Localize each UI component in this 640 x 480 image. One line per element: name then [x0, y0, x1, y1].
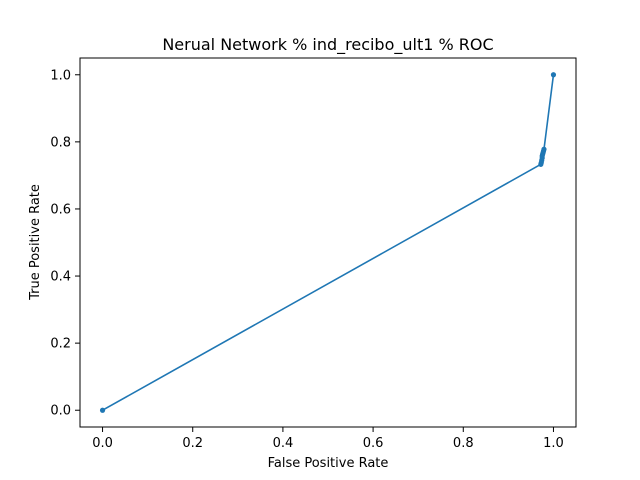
roc-point — [541, 146, 547, 152]
y-tick-label: 0.2 — [50, 337, 71, 352]
x-axis-label: False Positive Rate — [268, 456, 389, 471]
roc-point — [550, 72, 557, 78]
roc-curve-line — [102, 74, 555, 411]
y-tick-label: 0.8 — [50, 135, 71, 150]
x-tick-label: 1.0 — [543, 436, 564, 451]
x-tick-label: 0.0 — [92, 436, 113, 451]
y-tick-label: 0.6 — [50, 202, 71, 217]
y-tick-label: 1.0 — [50, 68, 71, 83]
y-axis-ticks: 0.0 0.2 0.4 0.6 0.8 1.0 — [50, 68, 80, 419]
x-tick-label: 0.6 — [363, 436, 384, 451]
x-tick-label: 0.8 — [453, 436, 474, 451]
series-layer — [99, 72, 557, 413]
y-tick-label: 0.4 — [50, 270, 71, 285]
axes-frame — [79, 57, 577, 428]
chart-title: Nerual Network % ind_recibo_ult1 % ROC — [162, 35, 493, 55]
roc-point — [99, 407, 106, 413]
x-tick-label: 0.2 — [182, 436, 203, 451]
y-tick-label: 0.0 — [50, 404, 71, 419]
x-axis-ticks: 0.0 0.2 0.4 0.6 0.8 1.0 — [92, 427, 564, 451]
y-axis-label: True Positive Rate — [28, 184, 43, 301]
x-tick-label: 0.4 — [273, 436, 294, 451]
